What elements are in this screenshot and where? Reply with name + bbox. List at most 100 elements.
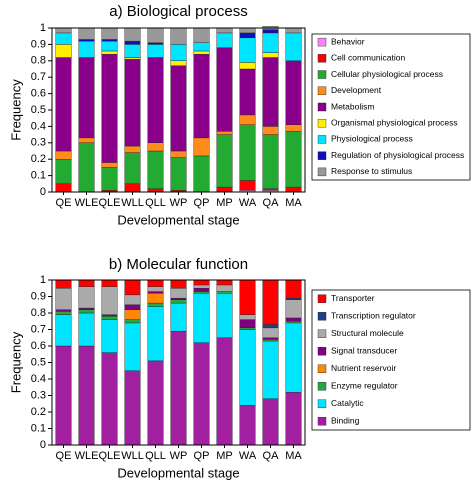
legend-swatch [317,119,327,128]
bar-segment [170,299,187,304]
bar-segment [124,145,141,153]
bar-segment [55,27,72,34]
bar-segment [285,186,302,193]
bar-segment [147,150,164,189]
bar-segment [101,40,118,52]
bar-segment [101,352,118,446]
y-tick-label: 1 [40,22,46,34]
x-tick-label: QA [263,197,280,209]
bar-segment [124,370,141,446]
y-tick-label: 0.3 [31,137,46,149]
legend-label: Signal transducer [331,346,397,356]
legend-label: Cellular physiological process [331,69,443,79]
y-tick-label: 0.4 [31,120,46,132]
chart-title: a) Biological process [109,3,247,20]
bar-segment [55,288,72,310]
legend-swatch [317,294,327,303]
bar-segment [147,142,164,152]
bar-segment [147,57,164,143]
bar-segment [262,57,279,127]
bar-segment [124,319,141,324]
bar-segment [285,32,302,61]
bar-segment [193,50,210,55]
bar-segment [239,180,256,191]
y-tick-label: 0.4 [31,373,46,385]
bar-segment [101,50,118,55]
bar-segment [216,293,233,338]
bar-segment [170,279,187,289]
bar-segment [262,32,279,53]
bar-segment [262,188,279,191]
bar-segment [239,327,256,330]
bar-segment [101,39,118,42]
legend-swatch [317,70,327,79]
bar-segment [285,322,302,393]
legend-swatch [317,135,327,144]
bar-segment [262,126,279,135]
bar-segment [285,124,302,132]
bar-segment [170,44,187,62]
bar-segment [78,286,95,309]
x-tick-label: QP [194,450,210,462]
bar-segment [78,27,95,40]
bar-segment [239,405,256,446]
legend-label: Transcription regulator [331,311,416,321]
bar-segment [193,291,210,294]
x-axis-title: Developmental stage [117,212,239,227]
y-axis-title: Frequency [8,331,23,393]
x-tick-label: WLL [121,450,144,462]
bar-segment [55,150,72,160]
x-tick-label: QLE [98,197,120,209]
bar-segment [147,360,164,446]
bar-segment [124,27,141,42]
bar-segment [193,293,210,343]
bar-segment [78,312,95,347]
y-tick-label: 0.5 [31,356,46,368]
bar-segment [239,329,256,406]
x-tick-label: QLL [145,197,166,209]
y-tick-label: 0.2 [31,406,46,418]
plot-frame [51,27,306,193]
bar-segment [101,286,118,315]
x-tick-label: QE [56,450,72,462]
bar-segment [262,337,279,340]
bar-segment [285,317,302,322]
bar-segment [262,398,279,446]
bar-segment [55,183,72,193]
bar-segment [193,54,210,139]
bar-segment [147,42,164,45]
chart-title: b) Molecular function [109,256,248,273]
legend-swatch [317,347,327,356]
x-tick-label: WP [170,450,188,462]
legend-label: Development [331,85,382,95]
bar-segment [147,279,164,287]
bar-segment [124,58,141,147]
bar-segment [170,65,187,152]
bar-segment [55,345,72,446]
x-tick-label: MP [216,197,233,209]
bar-segment [124,152,141,184]
bar-segment [216,27,233,34]
bar-segment [170,297,187,300]
bar-segment [216,284,233,292]
bar-segment [124,44,141,58]
x-tick-label: WP [170,197,188,209]
bar-segment [101,167,118,191]
bar-segment [124,183,141,193]
bar-segment [101,54,118,163]
y-tick-label: 0.1 [31,170,46,182]
legend-label: Regulation of physiological process [331,150,464,160]
legend-swatch [317,54,327,63]
bar-segment [239,27,256,34]
bar-segment [193,155,210,193]
legend-box [311,33,471,181]
bar-segment [216,291,233,294]
bar-segment [239,279,256,315]
legend-label: Behavior [331,36,365,46]
legend-swatch [317,312,327,321]
legend-label: Structural molecule [331,328,404,338]
bar-segment [216,134,233,188]
x-tick-label: WLE [75,197,99,209]
bar-segment [216,47,233,132]
